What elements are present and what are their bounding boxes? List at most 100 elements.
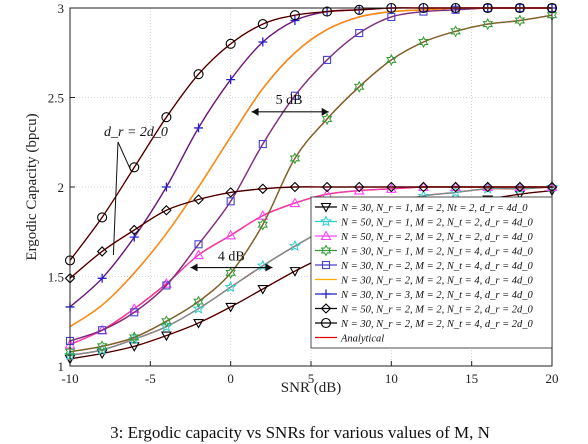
annotation-5db-label: 5 dB [276, 93, 303, 108]
data-point [290, 91, 299, 100]
legend-entry: N = 30, N_r = 3, M = 2, N_t = 4, d_r = 4… [315, 289, 534, 301]
data-point [514, 14, 526, 27]
data-point [225, 266, 236, 279]
data-point [353, 80, 365, 93]
y-tick-label: 2 [58, 180, 65, 195]
data-point [130, 308, 139, 317]
data-point [160, 331, 172, 342]
data-point [387, 12, 396, 21]
data-point [354, 4, 365, 15]
caption-fragment: 3: Ergodic capacity vs SNRs for various … [110, 423, 490, 442]
y-tick-label: 1.5 [48, 270, 64, 285]
data-point [418, 35, 429, 49]
y-tick-label: 2.5 [48, 91, 64, 106]
y-tick-label: 3 [58, 1, 65, 16]
data-point [128, 224, 140, 236]
data-point [482, 18, 494, 31]
legend-label: N = 50, N_r = 1, M = 2, N_t = 2, d_r = 4… [340, 217, 534, 228]
arrow-head [190, 263, 198, 272]
legend-marker [321, 289, 331, 299]
data-point [226, 197, 235, 206]
data-point [289, 267, 301, 277]
data-point [258, 37, 268, 47]
data-point [194, 240, 203, 249]
annotation-4db-label: 4 dB [218, 250, 245, 265]
x-tick-label: -5 [145, 371, 156, 386]
legend-marker [320, 202, 332, 213]
legend-label: N = 30, N_r = 3, M = 2, N_t = 4, d_r = 4… [340, 290, 534, 301]
legend-entry: N = 30, N_r = 1, M = 2, N_t = 4, d_r = 4… [315, 244, 534, 257]
data-point [323, 55, 332, 64]
data-point [96, 340, 108, 353]
x-tick-label: 10 [385, 371, 398, 386]
data-point [194, 123, 204, 133]
legend-entry: N = 30, N_r = 2, M = 2, N_t = 4, d_r = 4… [315, 275, 534, 286]
axis-ticks: -10 -5 0 5 10 15 20 1 1.5 2 2.5 3 [48, 1, 559, 386]
data-point [160, 320, 173, 332]
data-point [289, 152, 301, 165]
legend-label: N = 30, N_r = 2, M = 2, N_t = 4, d_r = 4… [340, 261, 534, 272]
legend-label: N = 30, N_r = 2, M = 2, N_t = 4, d_r = 4… [340, 275, 534, 286]
data-point [257, 284, 269, 295]
data-point [192, 302, 205, 314]
legend-marker [320, 303, 332, 314]
data-point [289, 181, 301, 193]
data-point [257, 183, 269, 195]
legend-label: N = 30, N_r = 1, M = 2, N_t = 4, d_r = 4… [340, 246, 534, 257]
data-point [289, 10, 300, 21]
data-point [193, 249, 204, 260]
legend-label: Analytical [340, 333, 384, 344]
annotation-arrow [112, 141, 119, 256]
data-point [128, 331, 140, 344]
legend-entry: N = 50, N_r = 2, M = 2, N_t = 2, d_r = 2… [315, 303, 534, 315]
annotation-arrow [117, 141, 132, 172]
legend-marker [321, 260, 331, 270]
data-point [257, 218, 269, 231]
data-point [96, 246, 108, 257]
data-point [418, 181, 429, 193]
data-point [162, 281, 171, 290]
data-point [226, 75, 236, 85]
data-point [193, 194, 204, 205]
data-point [321, 112, 333, 126]
legend-marker [319, 215, 333, 227]
data-point [450, 25, 461, 38]
data-point [321, 181, 333, 193]
data-point [193, 295, 204, 308]
legend-entry: N = 30, N_r = 2, M = 2, N_t = 4, d_r = 4… [315, 261, 534, 272]
data-point [193, 69, 204, 80]
legend: N = 30, N_r = 1, M = 2, Nt = 2, d_r = 4d… [310, 196, 553, 349]
x-tick-label: 0 [227, 371, 234, 386]
data-point [225, 187, 236, 198]
annotation-dr-label: d_r = 2d_0 [104, 125, 168, 140]
data-point [161, 182, 171, 192]
x-axis-label: SNR (dB) [281, 380, 341, 396]
data-point [322, 6, 333, 17]
series-line [69, 7, 552, 342]
y-tick-label: 1 [58, 359, 65, 374]
arrow-head [265, 263, 273, 272]
legend-entry: N = 30, N_r = 2, M = 2, N_t = 4, d_r = 2… [315, 317, 534, 330]
data-point [225, 229, 237, 240]
data-point [386, 53, 397, 66]
legend-label: N = 50, N_r = 2, M = 2, N_t = 2, d_r = 4… [340, 232, 534, 243]
series-line [69, 14, 553, 353]
legend-entry: N = 50, N_r = 2, M = 2, N_t = 2, d_r = 4… [315, 230, 534, 243]
legend-label: N = 30, N_r = 1, M = 2, Nt = 2, d_r = 4d… [340, 203, 528, 214]
series-layer [63, 2, 559, 365]
legend-marker [320, 244, 332, 257]
data-point [353, 181, 365, 193]
data-point [225, 302, 237, 313]
data-point [353, 184, 365, 195]
data-point [97, 212, 108, 223]
annotations: d_r = 2d_0 5 dB 4 dB [104, 93, 329, 272]
arrow-head [321, 107, 329, 116]
data-point [290, 16, 300, 26]
x-tick-label: 20 [546, 371, 559, 386]
data-point [258, 139, 267, 149]
legend-entry: N = 50, N_r = 1, M = 2, N_t = 2, d_r = 4… [315, 215, 534, 228]
data-point [289, 197, 301, 208]
data-point [514, 181, 526, 193]
data-point [385, 183, 397, 193]
